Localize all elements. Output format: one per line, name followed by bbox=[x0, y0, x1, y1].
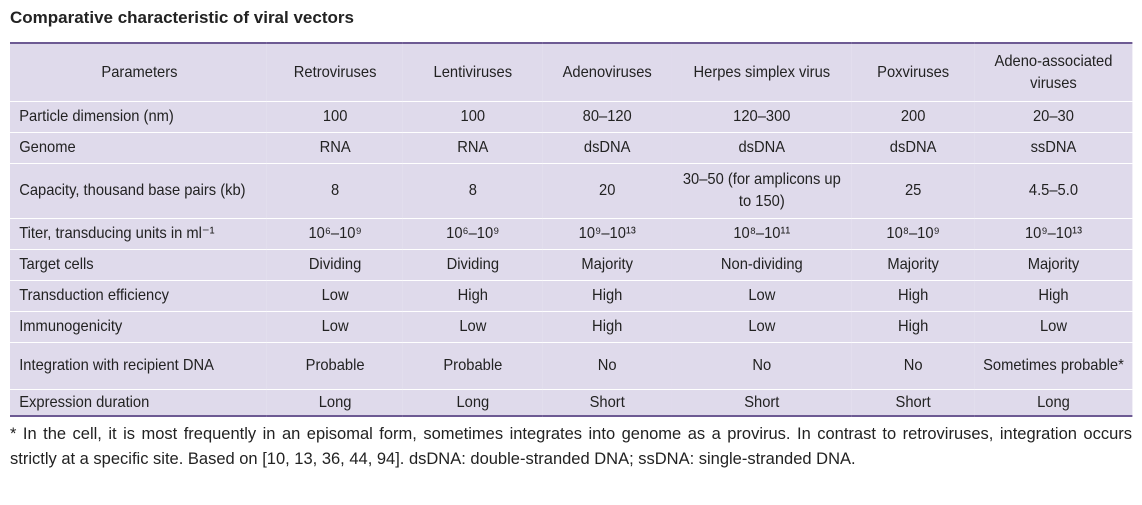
cell: 10⁸–10¹¹ bbox=[671, 218, 852, 250]
cell: 30–50 (for amplicons up to 150) bbox=[671, 163, 852, 219]
cell: High bbox=[542, 311, 672, 343]
cell: Non-dividing bbox=[671, 249, 852, 281]
table-title: Comparative characteristic of viral vect… bbox=[10, 8, 354, 27]
header-cell: Herpes simplex virus bbox=[671, 42, 852, 102]
cell: Low bbox=[267, 311, 404, 343]
row-label: Immunogenicity bbox=[10, 311, 268, 343]
cell: 10⁶–10⁹ bbox=[403, 218, 543, 250]
cell: 20–30 bbox=[974, 101, 1133, 133]
cell: Short bbox=[542, 389, 672, 417]
cell: Low bbox=[267, 280, 404, 312]
cell: 10⁸–10⁹ bbox=[851, 218, 975, 250]
table: Parameters Retroviruses Lentiviruses Adenov… bbox=[10, 42, 1133, 417]
cell: 100 bbox=[403, 101, 543, 133]
cell: ssDNA bbox=[974, 132, 1133, 164]
table-row: Particle dimension (nm) 100 100 80–120 120–3… bbox=[10, 101, 1133, 133]
cell: 200 bbox=[851, 101, 975, 133]
cell: Short bbox=[671, 389, 852, 417]
table-row: Transduction efficiency Low High High Low Hig… bbox=[10, 280, 1133, 312]
cell: dsDNA bbox=[851, 132, 975, 164]
cell: No bbox=[671, 342, 852, 390]
table-row: Integration with recipient DNA Probable Pr… bbox=[10, 342, 1133, 390]
row-label: Expression duration bbox=[10, 389, 268, 417]
row-label: Transduction efficiency bbox=[10, 280, 268, 312]
cell: Dividing bbox=[267, 249, 404, 281]
cell: Long bbox=[267, 389, 404, 417]
row-label: Genome bbox=[10, 132, 268, 164]
cell: High bbox=[851, 280, 975, 312]
table-row: Immunogenicity Low Low High Low High Low bbox=[10, 311, 1133, 343]
cell: 20 bbox=[542, 163, 672, 219]
cell: No bbox=[542, 342, 672, 390]
cell: 80–120 bbox=[542, 101, 672, 133]
header-cell: Adenoviruses bbox=[542, 42, 672, 102]
cell: High bbox=[542, 280, 672, 312]
cell: 10⁹–10¹³ bbox=[974, 218, 1133, 250]
cell: Probable bbox=[267, 342, 404, 390]
cell: Majority bbox=[974, 249, 1133, 281]
cell: Short bbox=[851, 389, 975, 417]
cell: 8 bbox=[403, 163, 543, 219]
table-row: Expression duration Long Long Short Short Sho… bbox=[10, 389, 1133, 417]
header-cell: Adeno-associated viruses bbox=[974, 42, 1133, 102]
cell: Long bbox=[403, 389, 543, 417]
cell: 10⁶–10⁹ bbox=[267, 218, 404, 250]
cell: 8 bbox=[267, 163, 404, 219]
table-row: Titer, transducing units in ml⁻¹ 10⁶–10⁹ 1… bbox=[10, 218, 1133, 250]
cell: 25 bbox=[851, 163, 975, 219]
row-label: Particle dimension (nm) bbox=[10, 101, 268, 133]
cell: Dividing bbox=[403, 249, 543, 281]
cell: Low bbox=[671, 280, 852, 312]
cell: Sometimes probable* bbox=[974, 342, 1133, 390]
footnote: * In the cell, it is most frequently in … bbox=[10, 425, 1132, 468]
cell: 120–300 bbox=[671, 101, 852, 133]
cell: Low bbox=[974, 311, 1133, 343]
cell: Low bbox=[671, 311, 852, 343]
cell: dsDNA bbox=[671, 132, 852, 164]
cell: 10⁹–10¹³ bbox=[542, 218, 672, 250]
header-cell: Poxviruses bbox=[851, 42, 975, 102]
header-row: Parameters Retroviruses Lentiviruses Adenov… bbox=[10, 42, 1133, 102]
header-cell: Parameters bbox=[10, 42, 268, 102]
header-cell: Lentiviruses bbox=[403, 42, 543, 102]
cell: 100 bbox=[267, 101, 404, 133]
cell: Majority bbox=[542, 249, 672, 281]
cell: Long bbox=[974, 389, 1133, 417]
cell: No bbox=[851, 342, 975, 390]
cell: High bbox=[403, 280, 543, 312]
cell: High bbox=[851, 311, 975, 343]
cell: Probable bbox=[403, 342, 543, 390]
row-label: Titer, transducing units in ml⁻¹ bbox=[10, 218, 268, 250]
row-label: Target cells bbox=[10, 249, 268, 281]
cell: Low bbox=[403, 311, 543, 343]
cell: Majority bbox=[851, 249, 975, 281]
cell: RNA bbox=[267, 132, 404, 164]
row-label: Integration with recipient DNA bbox=[10, 342, 268, 390]
table-row: Target cells Dividing Dividing Majority Non-… bbox=[10, 249, 1133, 281]
cell: High bbox=[974, 280, 1133, 312]
cell: 4.5–5.0 bbox=[974, 163, 1133, 219]
table-row: Genome RNA RNA dsDNA dsDNA dsDNA ssDNA bbox=[10, 132, 1133, 164]
table-row: Capacity, thousand base pairs (kb) 8 8 20 30… bbox=[10, 163, 1133, 219]
header-cell: Retroviruses bbox=[267, 42, 404, 102]
row-label: Capacity, thousand base pairs (kb) bbox=[10, 163, 268, 219]
cell: dsDNA bbox=[542, 132, 672, 164]
cell: RNA bbox=[403, 132, 543, 164]
